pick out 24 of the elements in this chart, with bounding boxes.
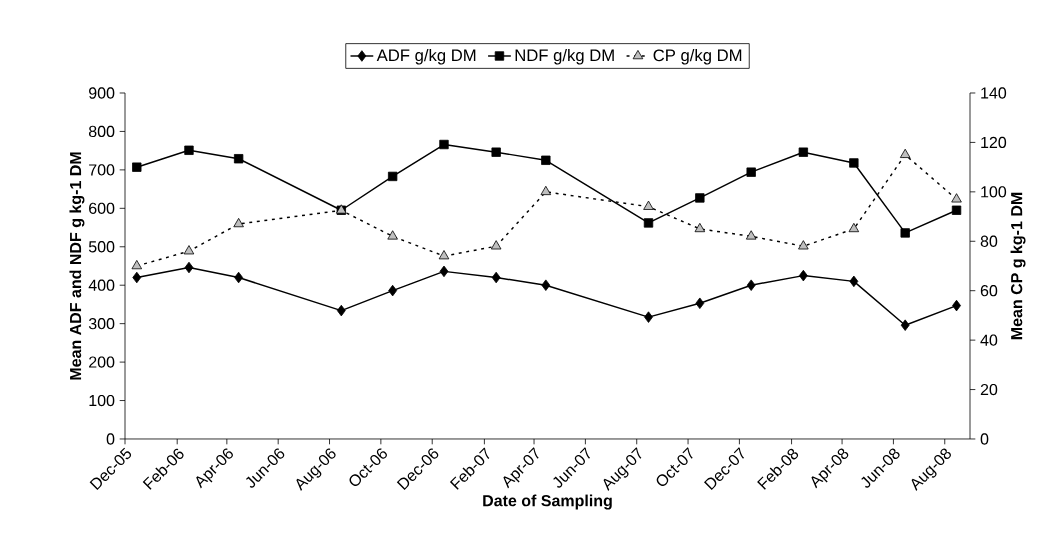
- y2-tick-label: 100: [981, 186, 1007, 198]
- y-tick-label: 600: [89, 202, 115, 214]
- legend-label: CP g/kg DM: [653, 48, 742, 65]
- y-tick-label: 500: [88, 241, 115, 253]
- y2-axis-title: Mean CP g kg-1 DM: [1010, 192, 1026, 340]
- y2-tick-label: 140: [981, 87, 1007, 99]
- y2-tick-label: 80: [980, 235, 998, 247]
- y2-tick-label: 120: [981, 136, 1007, 149]
- y-tick-label: 400: [88, 279, 115, 291]
- x-axis-title: Date of Sampling: [483, 494, 612, 510]
- y2-tick-label: 60: [980, 285, 998, 297]
- y-tick-label: 0: [106, 433, 115, 445]
- y2-tick-label: 20: [980, 383, 998, 396]
- y-tick-label: 800: [88, 125, 115, 138]
- y2-tick-label: 40: [980, 334, 998, 346]
- y-tick-label: 200: [89, 356, 115, 368]
- y2-tick-label: 0: [980, 433, 989, 445]
- y-axis-title: Mean ADF and NDF g kg-1 DM: [69, 152, 85, 380]
- legend-label: ADF g/kg DM: [376, 48, 476, 65]
- legend-label: NDF g/kg DM: [515, 48, 614, 65]
- y-tick-label: 100: [89, 394, 115, 407]
- y-tick-label: 900: [89, 87, 115, 99]
- y-tick-label: 700: [89, 164, 115, 176]
- y-tick-label: 300: [88, 318, 115, 330]
